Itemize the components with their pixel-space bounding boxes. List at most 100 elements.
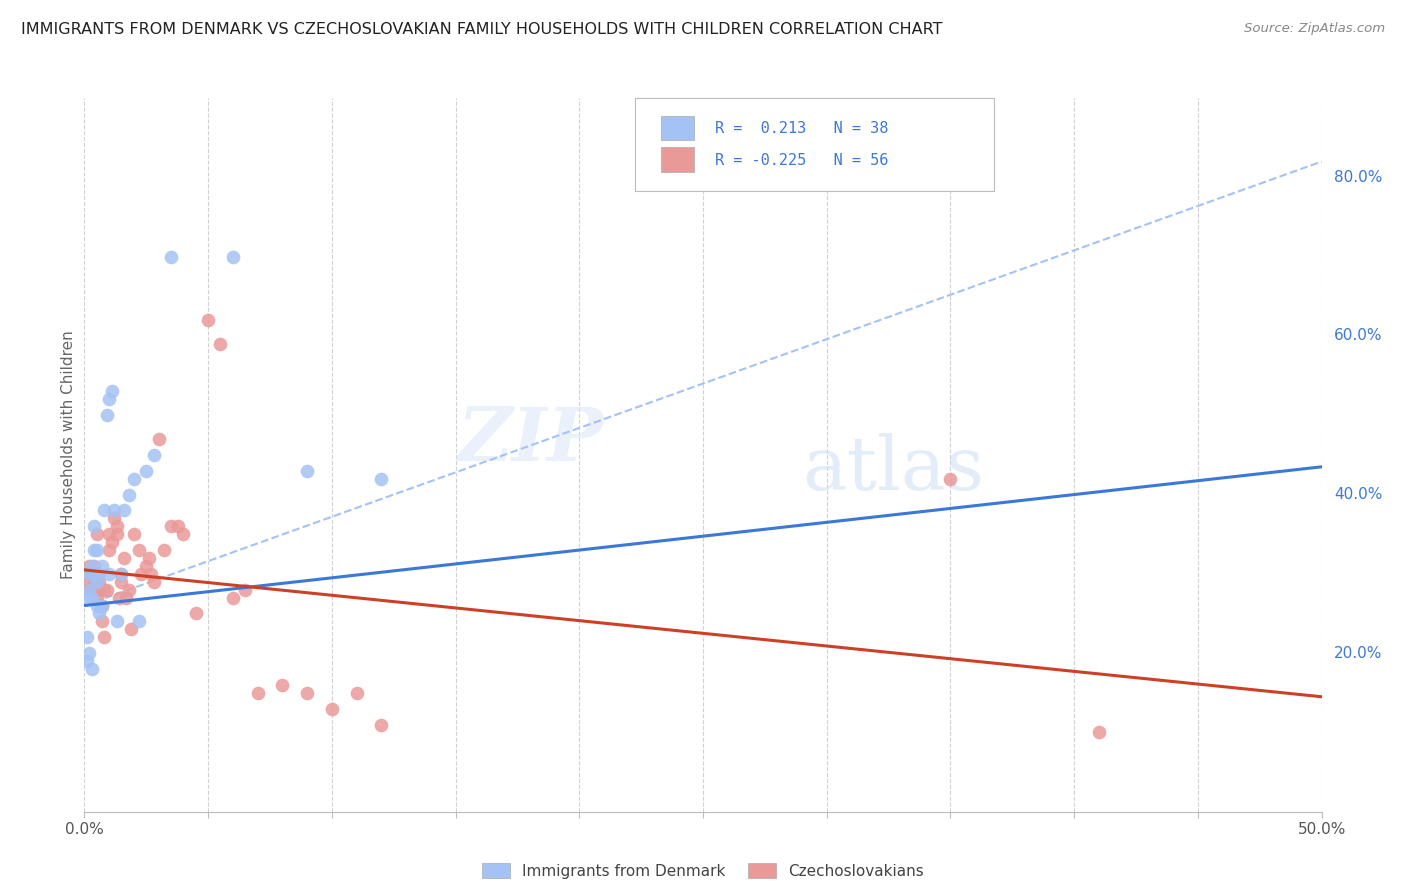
Point bbox=[90, 599, 112, 613]
Point bbox=[271, 678, 294, 692]
Text: 60.0%: 60.0% bbox=[1334, 328, 1382, 343]
Point bbox=[370, 472, 392, 486]
Point bbox=[167, 519, 190, 533]
Point bbox=[152, 543, 174, 558]
Point bbox=[98, 566, 121, 581]
Point bbox=[110, 574, 132, 589]
Point bbox=[86, 543, 108, 558]
Point bbox=[172, 527, 194, 541]
FancyBboxPatch shape bbox=[661, 147, 695, 171]
Point bbox=[135, 464, 157, 478]
Point bbox=[90, 615, 112, 629]
Point bbox=[939, 472, 962, 486]
Point bbox=[233, 582, 256, 597]
Point bbox=[128, 615, 150, 629]
Point bbox=[112, 503, 135, 517]
Point bbox=[120, 623, 142, 637]
Point bbox=[209, 337, 232, 351]
Point bbox=[79, 574, 101, 589]
Point bbox=[80, 662, 103, 676]
Text: 20.0%: 20.0% bbox=[1334, 646, 1382, 661]
Point bbox=[80, 591, 103, 605]
Point bbox=[122, 527, 145, 541]
Point bbox=[295, 686, 318, 700]
Point bbox=[103, 511, 125, 525]
Point bbox=[89, 582, 111, 597]
Point bbox=[1088, 725, 1111, 739]
Text: R =  0.213   N = 38: R = 0.213 N = 38 bbox=[716, 121, 889, 136]
Point bbox=[83, 558, 105, 573]
Point bbox=[110, 566, 132, 581]
Point bbox=[79, 646, 101, 660]
Point bbox=[76, 654, 98, 668]
Point bbox=[222, 591, 245, 605]
Point bbox=[80, 558, 103, 573]
Point bbox=[89, 607, 111, 621]
Point bbox=[160, 519, 183, 533]
Point bbox=[115, 591, 138, 605]
Point bbox=[86, 566, 108, 581]
Point bbox=[98, 543, 121, 558]
Point bbox=[103, 503, 125, 517]
Point bbox=[346, 686, 368, 700]
Point bbox=[93, 630, 115, 644]
Point bbox=[108, 591, 131, 605]
Point bbox=[79, 558, 101, 573]
Point bbox=[105, 615, 128, 629]
Point bbox=[246, 686, 269, 700]
Point bbox=[83, 519, 105, 533]
Point bbox=[86, 591, 108, 605]
Point bbox=[128, 543, 150, 558]
Point bbox=[98, 527, 121, 541]
Point bbox=[321, 701, 343, 715]
Point bbox=[142, 574, 165, 589]
Point bbox=[98, 392, 121, 407]
Point bbox=[222, 250, 245, 264]
Point bbox=[79, 582, 101, 597]
Point bbox=[110, 566, 132, 581]
Point bbox=[118, 487, 141, 501]
Point bbox=[105, 519, 128, 533]
Point bbox=[76, 591, 98, 605]
Point bbox=[135, 558, 157, 573]
Text: 80.0%: 80.0% bbox=[1334, 169, 1382, 185]
Point bbox=[90, 599, 112, 613]
FancyBboxPatch shape bbox=[661, 116, 695, 140]
Point bbox=[122, 472, 145, 486]
Point bbox=[86, 599, 108, 613]
Point bbox=[184, 607, 207, 621]
Legend: Immigrants from Denmark, Czechoslovakians: Immigrants from Denmark, Czechoslovakian… bbox=[475, 855, 931, 886]
Text: R = -0.225   N = 56: R = -0.225 N = 56 bbox=[716, 153, 889, 168]
Point bbox=[86, 574, 108, 589]
Point bbox=[93, 582, 115, 597]
Text: Source: ZipAtlas.com: Source: ZipAtlas.com bbox=[1244, 22, 1385, 36]
FancyBboxPatch shape bbox=[636, 98, 994, 191]
Point bbox=[80, 566, 103, 581]
Point bbox=[129, 566, 152, 581]
Point bbox=[83, 543, 105, 558]
Point bbox=[83, 574, 105, 589]
Point bbox=[148, 432, 170, 446]
Point bbox=[141, 566, 163, 581]
Point bbox=[100, 535, 122, 549]
Point bbox=[80, 582, 103, 597]
Point bbox=[90, 558, 112, 573]
Text: atlas: atlas bbox=[801, 433, 984, 506]
Point bbox=[100, 384, 122, 399]
Point bbox=[79, 566, 101, 581]
Point bbox=[370, 717, 392, 731]
Text: IMMIGRANTS FROM DENMARK VS CZECHOSLOVAKIAN FAMILY HOUSEHOLDS WITH CHILDREN CORRE: IMMIGRANTS FROM DENMARK VS CZECHOSLOVAKI… bbox=[21, 22, 942, 37]
Point bbox=[76, 566, 98, 581]
Point bbox=[96, 582, 118, 597]
Point bbox=[118, 582, 141, 597]
Point bbox=[93, 503, 115, 517]
Point bbox=[112, 551, 135, 566]
Point bbox=[160, 250, 183, 264]
Point bbox=[76, 582, 98, 597]
Point bbox=[89, 574, 111, 589]
Point bbox=[76, 630, 98, 644]
Point bbox=[105, 527, 128, 541]
Text: ZIP: ZIP bbox=[458, 404, 605, 477]
Point bbox=[86, 527, 108, 541]
Point bbox=[197, 313, 219, 327]
